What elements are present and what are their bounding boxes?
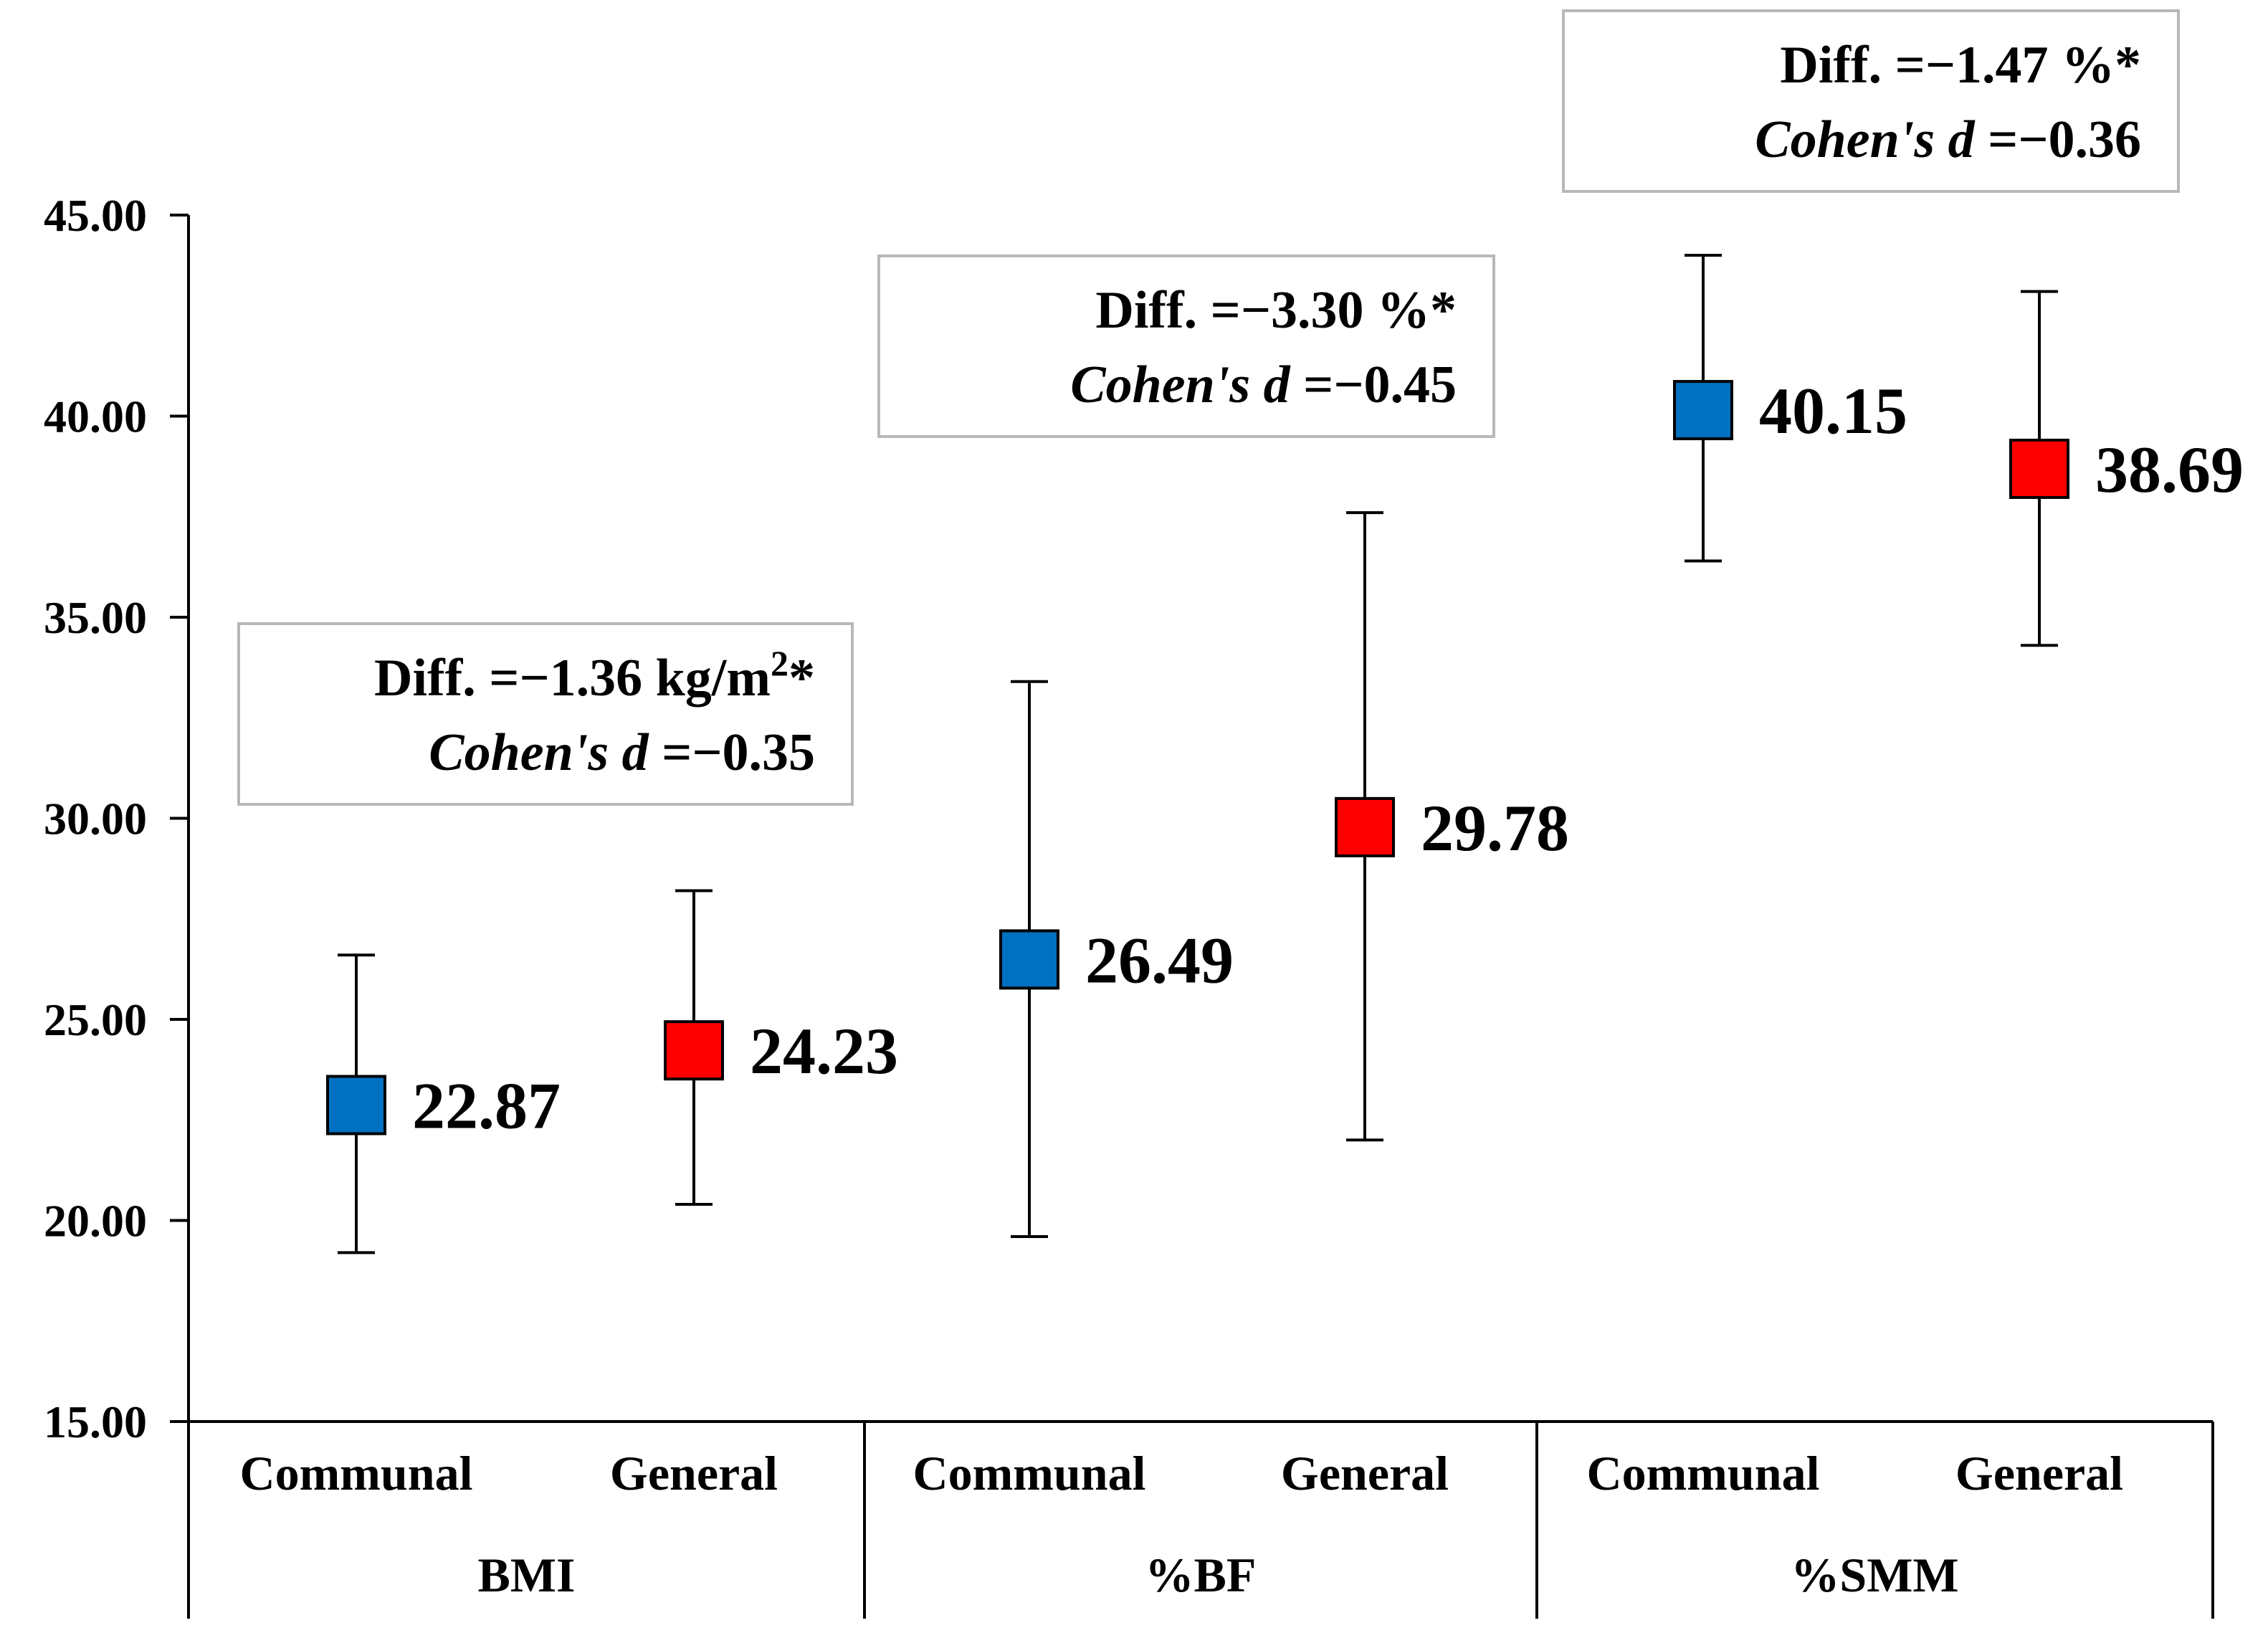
annotation-diff: Diff. =−1.47 %* — [1780, 36, 2141, 95]
annotation-cohen: Cohen's d =−0.35 — [429, 723, 815, 782]
data-point: 38.69 — [2009, 290, 2244, 647]
annotation-cohen: Cohen's d =−0.45 — [1070, 356, 1457, 414]
category-label: Communal — [913, 1446, 1146, 1500]
annotation-frame — [237, 622, 854, 806]
y-tick-label: 45.00 — [44, 190, 147, 241]
annotations: Diff. =−1.36 kg/m2*Cohen's d =−0.35Diff.… — [237, 9, 2180, 806]
category-label: Communal — [240, 1446, 473, 1500]
value-label: 26.49 — [1085, 923, 1234, 996]
value-label: 40.15 — [1759, 374, 1907, 447]
category-label: General — [1955, 1446, 2123, 1500]
value-label: 22.87 — [412, 1069, 561, 1142]
data-marks: 22.87 24.23 26.49 29.78 40.15 38.69 — [326, 254, 2244, 1255]
y-tick-label: 35.00 — [44, 592, 147, 643]
category-label: Communal — [1587, 1446, 1820, 1500]
annotation-box: Diff. =−1.47 %* Cohen's d =−0.36 — [1562, 9, 2180, 193]
data-point: 40.15 — [1673, 254, 1907, 563]
annotation-cohen: Cohen's d =−0.36 — [1755, 110, 2141, 169]
y-tick-label: 20.00 — [44, 1196, 147, 1247]
category-label: General — [1281, 1446, 1449, 1500]
annotation-frame — [877, 254, 1495, 438]
value-label: 24.23 — [750, 1014, 898, 1087]
data-point: 26.49 — [999, 680, 1234, 1238]
y-tick-label: 40.00 — [44, 391, 147, 442]
group-label: %SMM — [1791, 1548, 1958, 1602]
value-label: 29.78 — [1421, 791, 1569, 865]
mean-marker — [2009, 438, 2069, 499]
annotation-frame — [1562, 9, 2180, 193]
y-tick-label: 25.00 — [44, 994, 147, 1045]
value-label: 38.69 — [2095, 433, 2244, 506]
annotation-diff: Diff. =−1.36 kg/m2* — [374, 643, 815, 708]
group-label: BMI — [478, 1548, 576, 1602]
group-label: %BF — [1145, 1548, 1257, 1602]
y-tick-label: 15.00 — [44, 1396, 147, 1447]
data-point: 22.87 — [326, 953, 561, 1255]
data-point: 29.78 — [1335, 511, 1569, 1142]
category-label: General — [610, 1446, 778, 1500]
mean-marker — [1335, 796, 1395, 857]
data-point: 24.23 — [664, 889, 898, 1206]
mean-marker — [999, 929, 1059, 990]
mean-marker — [1673, 380, 1733, 441]
annotation-box: Diff. =−3.30 %* Cohen's d =−0.45 — [877, 254, 1495, 438]
mean-marker — [326, 1075, 386, 1136]
annotation-box: Diff. =−1.36 kg/m2* Cohen's d =−0.35 — [237, 622, 854, 806]
mean-marker — [664, 1020, 724, 1081]
y-tick-label: 30.00 — [44, 794, 147, 844]
y-axis-ticks: 15.00 20.00 25.00 30.00 35.00 40.00 45.00 — [44, 190, 189, 1447]
annotation-diff: Diff. =−3.30 %* — [1095, 281, 1457, 340]
